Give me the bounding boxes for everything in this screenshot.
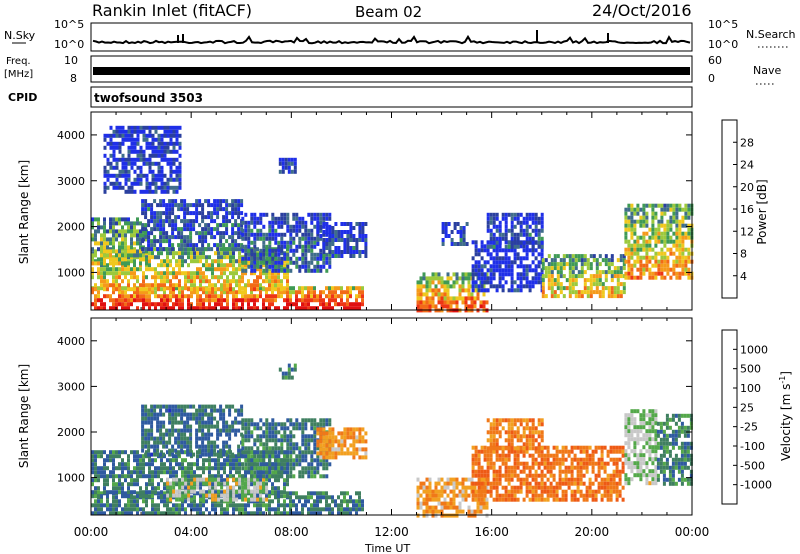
velocity-colorbar-tick-0: 1000	[740, 343, 768, 356]
cpid-value: twofsound 3503	[94, 91, 203, 105]
noise-right-tick-bottom: 10^0	[708, 38, 738, 51]
noise-left-tick-top: 10^5	[54, 18, 84, 31]
y-tick-label-1000: 1000	[57, 266, 85, 279]
power-echo-region-7	[441, 222, 469, 246]
power-colorbar: 4 8 12 16 20 24 28	[721, 119, 754, 299]
velocity-panel: 1000 2000 3000 4000 Slant Range [km]	[17, 317, 693, 518]
freq-tick-bottom: 8	[70, 72, 77, 85]
power-echo-region-11	[624, 203, 694, 280]
power-colorbar-tick-2: 12	[740, 225, 754, 238]
noise-right-label: N.Search	[746, 28, 796, 41]
velocity-echo-region-2	[166, 477, 269, 502]
power-echo-region-2	[91, 217, 148, 266]
power-ylabel: Slant Range [km]	[17, 160, 31, 264]
nave-tick-top: 60	[708, 54, 722, 67]
freq-label-line2: [MHz]	[4, 69, 33, 80]
velocity-colorbar-tick-5: -100	[740, 440, 765, 453]
power-colorbar-tick-1: 8	[740, 248, 747, 261]
velocity-echo-region-5	[316, 427, 368, 460]
power-echo-region-1	[91, 247, 289, 292]
velocity-echo-region-8	[486, 418, 544, 451]
freq-label-line1: Freq.	[6, 56, 31, 67]
power-echo-layer	[91, 125, 694, 313]
power-echo-region-5	[316, 222, 368, 258]
y-tick-label-3000: 3000	[57, 380, 85, 393]
noise-left-label: N.Sky	[4, 29, 36, 42]
velocity-colorbar-tick-2: 100	[740, 382, 761, 395]
velocity-colorbar-tick-6: -500	[740, 459, 765, 472]
nave-label: Nave	[753, 64, 781, 77]
power-colorbar-tick-0: 4	[740, 270, 747, 283]
x-axis-labels: 00:00 04:00 08:00 12:00 16:00 20:00 00:00	[74, 525, 710, 539]
velocity-echo-region-11	[278, 363, 297, 380]
y-tick-label-2000: 2000	[57, 221, 85, 234]
velocity-colorbar-tick-4: -25	[740, 421, 758, 434]
x-tick-label-4: 16:00	[474, 525, 509, 539]
power-echo-region-3	[141, 199, 244, 252]
velocity-echo-region-10	[656, 413, 693, 486]
velocity-echo-region-7	[471, 445, 625, 502]
noise-trace	[92, 34, 691, 45]
velocity-y-axis: 1000 2000 3000 4000	[57, 335, 692, 485]
power-colorbar-tick-4: 20	[740, 181, 754, 194]
power-y-axis: 1000 2000 3000 4000	[57, 129, 692, 279]
power-echo-region-13	[103, 125, 182, 194]
power-colorbar-label: Power [dB]	[755, 179, 769, 244]
velocity-echo-region-9	[624, 409, 658, 486]
power-x-ticks	[90, 112, 693, 310]
beam-title: Beam 02	[355, 3, 422, 21]
cpid-panel: CPID twofsound 3503	[8, 86, 693, 108]
velocity-colorbar-tick-3: 25	[740, 401, 754, 414]
x-tick-label-6: 00:00	[675, 525, 710, 539]
x-tick-label-0: 00:00	[74, 525, 109, 539]
freq-trace	[93, 67, 690, 75]
power-panel: 1000 2000 3000 4000 Slant Range [km]	[17, 111, 694, 313]
nave-tick-bottom: 0	[708, 72, 715, 85]
y-tick-label-1000: 1000	[57, 472, 85, 485]
x-tick-label-1: 04:00	[174, 525, 209, 539]
freq-tick-top: 10	[64, 54, 78, 67]
velocity-echo-layer	[91, 363, 693, 518]
power-echo-region-12	[278, 157, 297, 174]
y-tick-label-2000: 2000	[57, 426, 85, 439]
velocity-colorbar-label: Velocity [m s-1]	[778, 371, 793, 461]
noise-panel: N.Sky 10^5 10^0 10^5 10^0 N.Search	[4, 18, 796, 52]
date-title: 24/Oct/2016	[592, 1, 692, 20]
freq-panel: Freq. [MHz] 10 8 60 0 Nave	[4, 54, 781, 85]
noise-right-tick-top: 10^5	[708, 18, 738, 31]
x-axis-title: Time UT	[364, 542, 410, 554]
power-echo-region-4	[241, 212, 332, 273]
power-echo-region-10	[541, 254, 626, 299]
velocity-x-ticks	[90, 318, 693, 515]
velocity-colorbar-tick-7: -1000	[740, 479, 772, 492]
x-tick-label-2: 08:00	[274, 525, 309, 539]
power-colorbar-tick-6: 28	[740, 136, 754, 149]
y-tick-label-4000: 4000	[57, 129, 85, 142]
power-echo-region-0	[91, 286, 364, 311]
y-tick-label-3000: 3000	[57, 175, 85, 188]
velocity-colorbar: 1000 500 100 25 -25 -100 -500 -1000	[721, 329, 772, 505]
x-tick-label-3: 12:00	[374, 525, 409, 539]
station-title: Rankin Inlet (fitACF)	[92, 1, 252, 20]
power-echo-region-9	[486, 212, 544, 249]
velocity-echo-region-3	[141, 404, 244, 457]
velocity-colorbar-tick-1: 500	[740, 363, 761, 376]
power-colorbar-tick-3: 16	[740, 203, 754, 216]
noise-left-tick-bottom: 10^0	[54, 38, 84, 51]
power-colorbar-tick-5: 24	[740, 159, 754, 172]
y-tick-label-4000: 4000	[57, 335, 85, 348]
cpid-label: CPID	[8, 91, 37, 104]
velocity-ylabel: Slant Range [km]	[17, 364, 31, 468]
x-tick-label-5: 20:00	[575, 525, 610, 539]
